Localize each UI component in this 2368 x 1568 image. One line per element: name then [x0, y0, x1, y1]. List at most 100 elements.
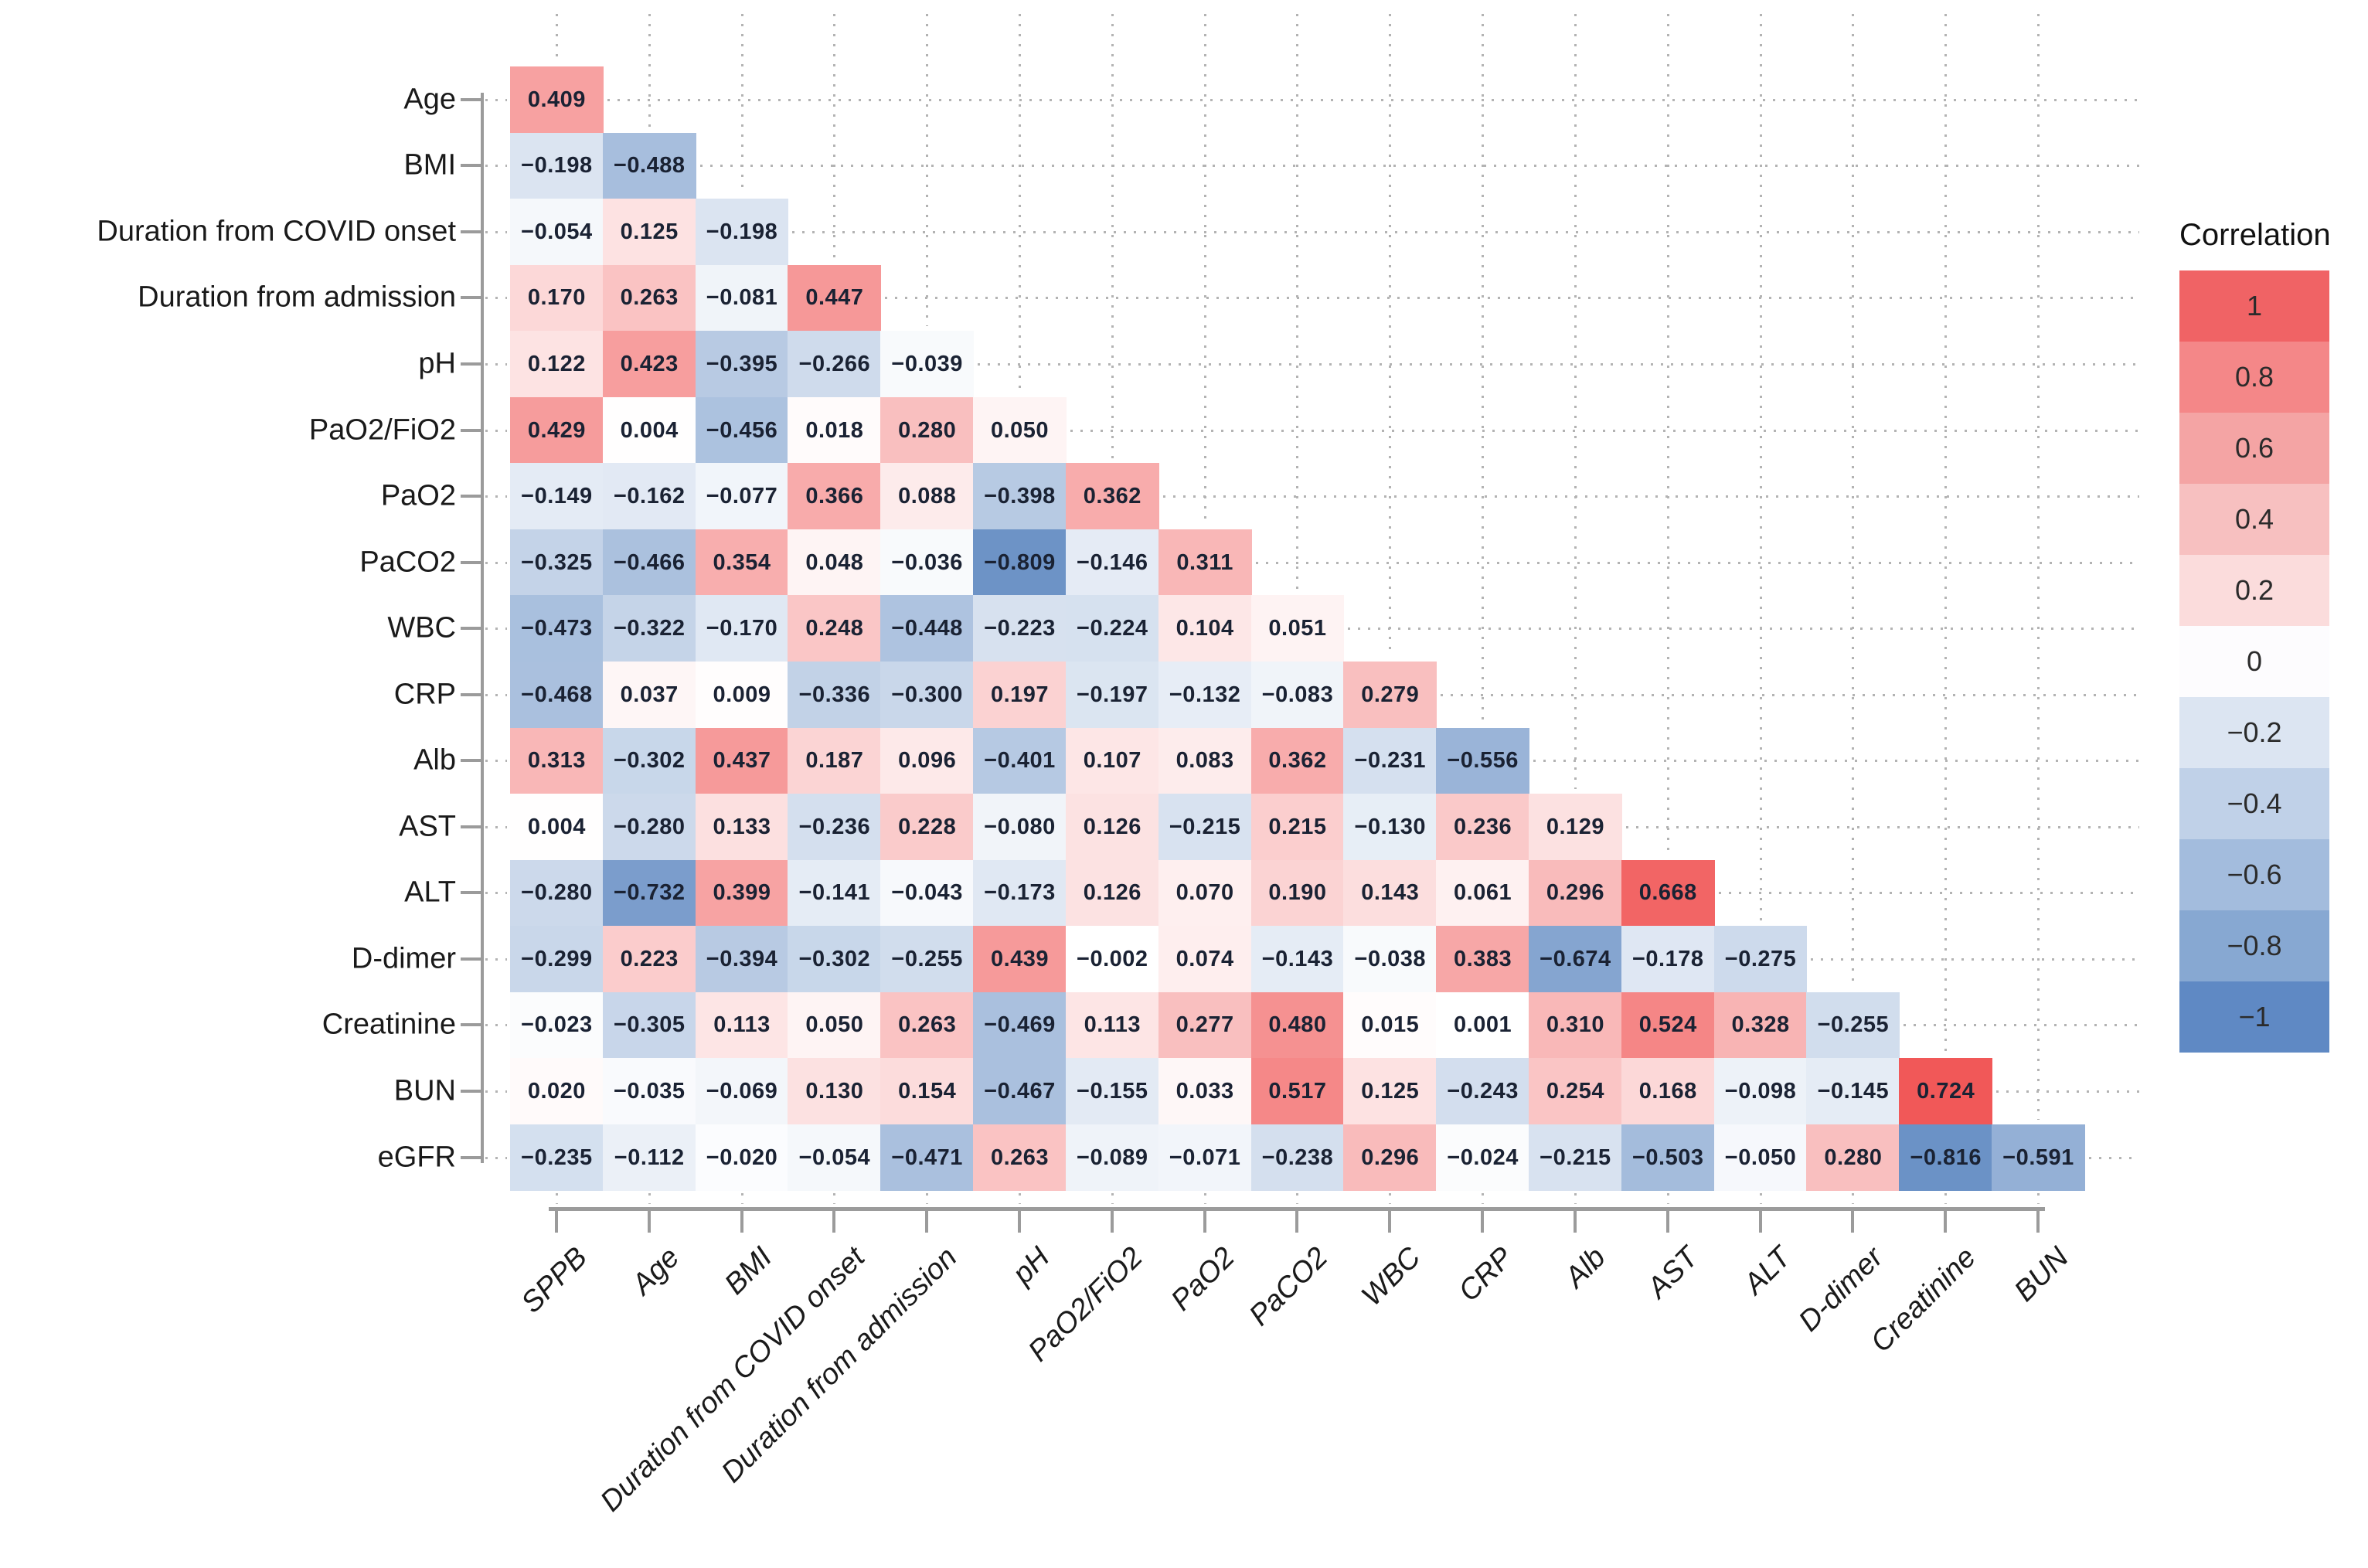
heatmap-cell: 0.517	[1250, 1058, 1345, 1125]
heatmap-cell: 0.048	[788, 529, 882, 597]
h-gridline	[1348, 628, 2139, 631]
heatmap-cell: −0.043	[880, 859, 975, 927]
v-gridline	[1019, 1193, 1021, 1204]
v-gridline	[740, 14, 743, 195]
heatmap-cell: −0.466	[602, 529, 696, 597]
heatmap-cell: 0.383	[1436, 926, 1529, 993]
heatmap-cell: −0.401	[973, 727, 1067, 795]
heatmap-cell: −0.503	[1621, 1124, 1715, 1192]
h-gridline	[485, 693, 507, 696]
h-gridline	[1904, 1024, 2139, 1027]
v-gridline	[1203, 14, 1206, 525]
bottom-axis-tick	[2036, 1211, 2040, 1233]
h-gridline	[978, 362, 2139, 366]
v-gridline	[648, 14, 651, 128]
bottom-axis-tick	[740, 1211, 743, 1233]
heatmap-cell: 0.280	[1806, 1124, 1900, 1192]
legend-band: −0.6	[2179, 839, 2329, 910]
heatmap-cell: −0.732	[602, 859, 696, 927]
heatmap-cell: 0.061	[1436, 859, 1529, 927]
legend-band: 0.4	[2179, 484, 2329, 555]
bottom-axis-tick	[1018, 1211, 1021, 1233]
heatmap-cell: 0.001	[1436, 991, 1529, 1060]
row-label: Creatinine	[322, 1008, 456, 1041]
heatmap-cell: −0.130	[1343, 794, 1437, 861]
row-label: pH	[418, 347, 456, 380]
heatmap-cell: 0.050	[973, 396, 1067, 464]
heatmap-cell: 0.296	[1529, 859, 1622, 927]
bottom-axis-tick	[1573, 1211, 1577, 1233]
heatmap-cell: 0.354	[695, 529, 789, 597]
h-gridline	[485, 1024, 507, 1027]
h-gridline	[1996, 1090, 2139, 1094]
v-gridline	[2037, 14, 2040, 1120]
heatmap-cell: −0.280	[602, 794, 696, 861]
heatmap-cell: −0.054	[788, 1124, 882, 1192]
heatmap-cell: 0.168	[1621, 1058, 1715, 1125]
heatmap-cell: 0.125	[1343, 1058, 1437, 1125]
heatmap-cell: 0.051	[1250, 595, 1345, 662]
h-gridline	[485, 892, 507, 895]
heatmap-cell: −0.238	[1250, 1124, 1345, 1192]
bottom-axis-tick	[1295, 1211, 1299, 1233]
heatmap-cell: −0.215	[1529, 1124, 1622, 1192]
heatmap-cell: −0.471	[880, 1124, 975, 1192]
bottom-axis-tick	[832, 1211, 836, 1233]
left-axis-tick	[461, 759, 481, 763]
h-gridline	[485, 561, 507, 564]
v-gridline	[1944, 14, 1948, 1054]
heatmap-cell: −0.674	[1529, 926, 1622, 993]
heatmap-cell: 0.126	[1065, 859, 1159, 927]
h-gridline	[485, 1156, 507, 1159]
h-gridline	[485, 165, 507, 168]
heatmap-cell: 0.104	[1158, 595, 1252, 662]
heatmap-cell: 0.311	[1158, 529, 1252, 597]
legend-band-label: −0.4	[2227, 787, 2282, 819]
heatmap-cell: 0.018	[788, 396, 882, 464]
bottom-axis	[549, 1207, 2045, 1211]
heatmap-cell: −0.069	[695, 1058, 789, 1125]
heatmap-cell: −0.198	[695, 199, 789, 266]
bottom-axis-tick	[647, 1211, 651, 1233]
h-gridline	[485, 495, 507, 498]
col-label: SPPB	[515, 1241, 594, 1320]
heatmap-cell: −0.473	[510, 595, 604, 662]
heatmap-cell: 0.724	[1899, 1058, 1993, 1125]
bottom-axis-tick	[554, 1211, 558, 1233]
col-label: AST	[1641, 1241, 1705, 1304]
h-gridline	[485, 230, 507, 233]
legend-band: 1	[2179, 270, 2329, 342]
heatmap-cell: −0.080	[973, 794, 1067, 861]
heatmap-cell: 0.254	[1529, 1058, 1622, 1125]
heatmap-cell: 0.170	[510, 264, 604, 332]
left-axis-tick	[461, 692, 481, 696]
h-gridline	[485, 1090, 507, 1094]
heatmap-cell: −0.591	[1992, 1124, 2085, 1192]
h-gridline	[792, 230, 2139, 233]
heatmap-cell: 0.070	[1158, 859, 1252, 927]
heatmap-cell: 0.143	[1343, 859, 1437, 927]
h-gridline	[485, 362, 507, 366]
legend-band: −0.8	[2179, 910, 2329, 981]
heatmap-cell: −0.173	[973, 859, 1067, 927]
col-label: BUN	[2008, 1241, 2075, 1308]
heatmap-cell: −0.077	[695, 463, 789, 530]
v-gridline	[740, 1193, 743, 1204]
heatmap-cell: −0.089	[1065, 1124, 1159, 1192]
heatmap-cell: 0.277	[1158, 991, 1252, 1060]
v-gridline	[648, 1193, 651, 1204]
left-axis-tick	[461, 164, 481, 168]
heatmap-cell: −0.299	[510, 926, 604, 993]
v-gridline	[1482, 14, 1485, 723]
col-label: Alb	[1559, 1241, 1612, 1294]
heatmap-cell: −0.395	[695, 331, 789, 398]
heatmap-cell: −0.235	[510, 1124, 604, 1192]
heatmap-cell: −0.469	[973, 991, 1067, 1060]
heatmap-cell: −0.255	[1806, 991, 1900, 1060]
heatmap-cell: −0.302	[788, 926, 882, 993]
h-gridline	[485, 297, 507, 300]
heatmap-cell: −0.198	[510, 132, 604, 200]
h-gridline	[485, 98, 507, 101]
left-axis-tick	[461, 230, 481, 233]
